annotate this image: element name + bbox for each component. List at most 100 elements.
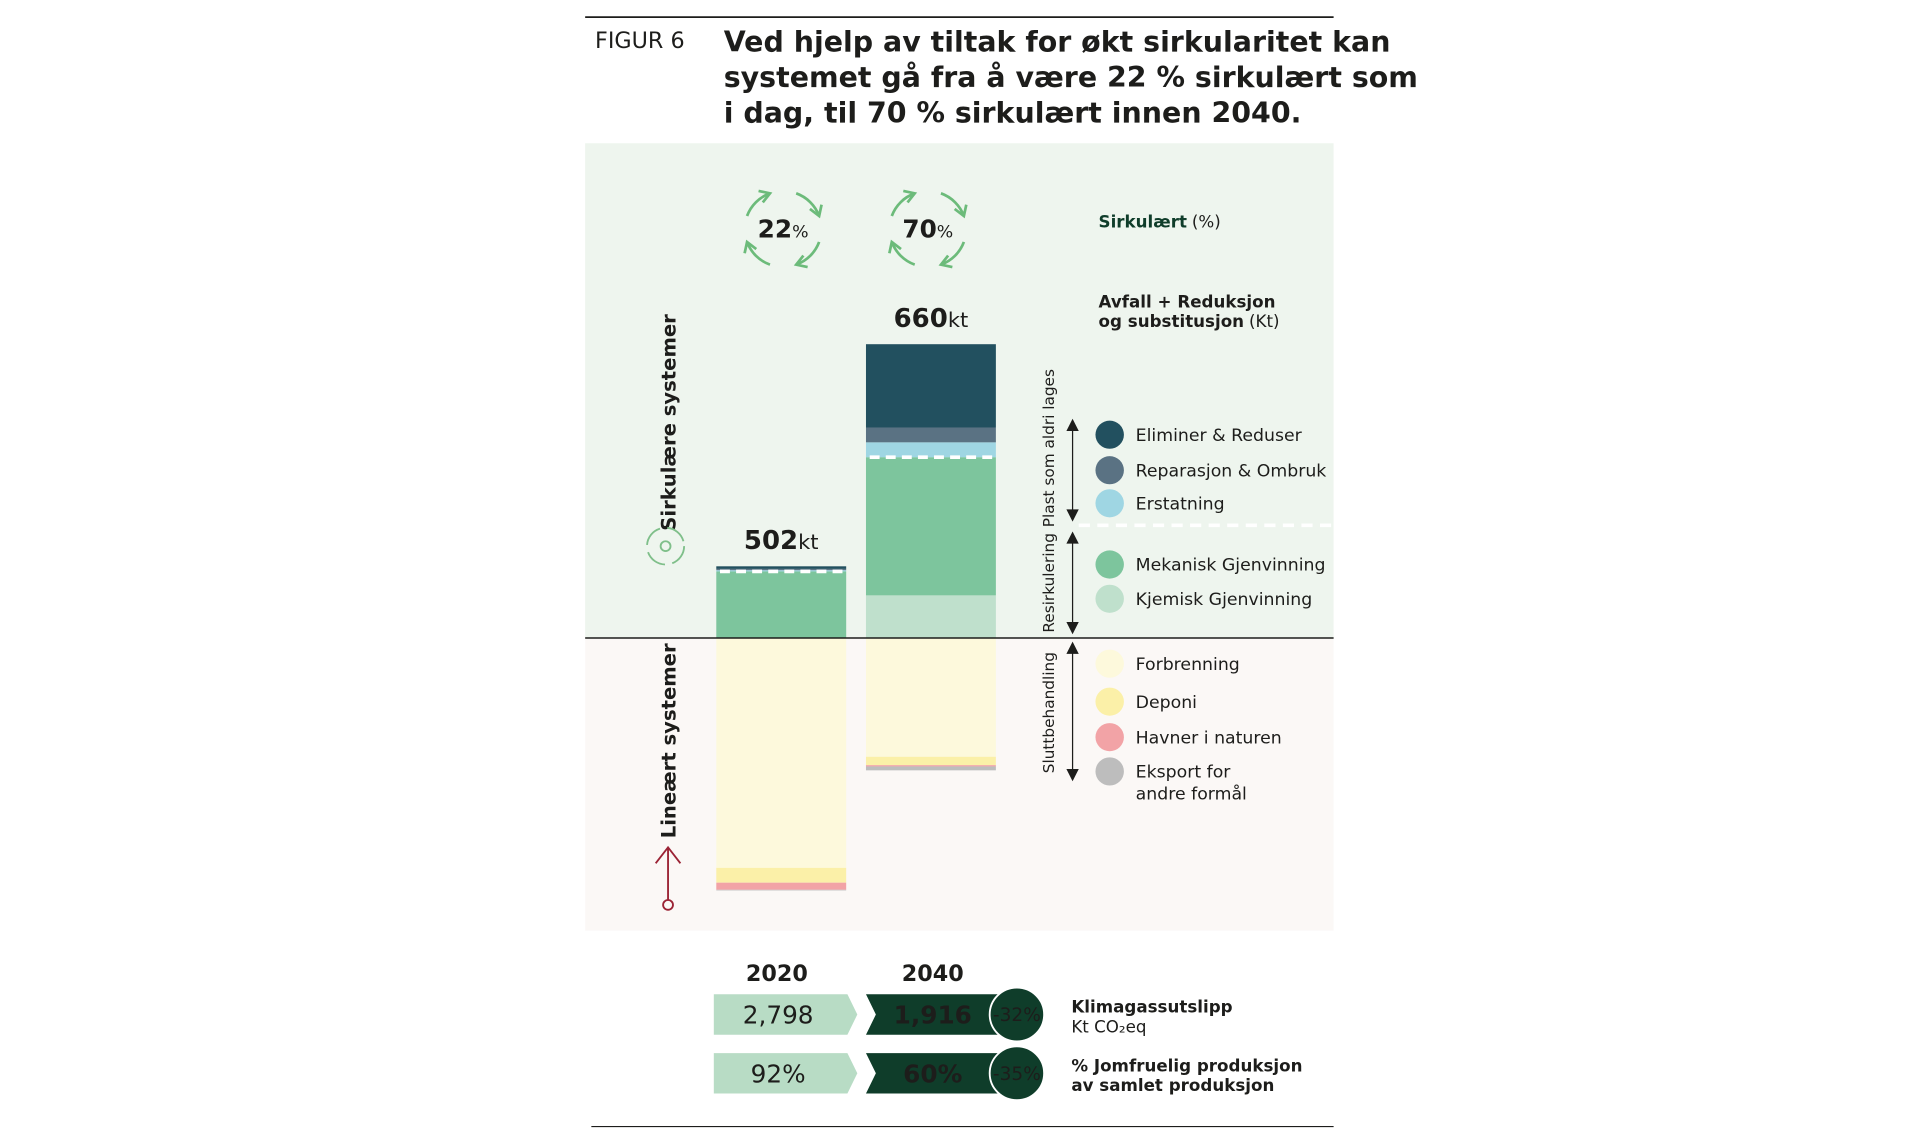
chart-title: i dag, til 70 % sirkulært innen 2040. [724,97,1302,130]
bar-segment [716,570,847,572]
cycle-arrow [938,254,953,269]
total-unit: kt [948,308,968,332]
legend-label: Deponi [1136,693,1197,713]
bar-segment [716,568,847,571]
legend-title-unit: (Kt) [1249,312,1280,331]
bar-segment [865,457,996,596]
metric-box-2020 [713,1053,858,1094]
metric-value: 92% [751,1060,806,1089]
bar-segment [865,344,996,428]
circular-percent: 22% [758,215,809,244]
legend-swatch [1095,456,1124,485]
percent-value: 70 [902,215,936,244]
legend-swatch [1095,723,1124,752]
legend-swatch [1095,550,1124,579]
bar-segment [865,766,996,771]
metric-label: Kt CO₂eq [1071,1017,1146,1036]
bracket-arrow [1066,418,1079,522]
change-label: -35% [993,1064,1041,1085]
change-badge [988,1045,1046,1102]
cycle-arrow [953,204,968,219]
circular-percent: 70% [902,215,953,244]
legend-label: Havner i naturen [1136,728,1282,748]
metric-label: Klimagassutslipp [1071,998,1232,1017]
legend-label: Erstatning [1136,494,1225,514]
metric-value: 60% [903,1060,962,1089]
group-label: Resirkulering [1040,533,1058,633]
section-label: Sirkulære systemer [657,314,680,531]
bar-segment [716,882,847,890]
bar-segment [716,571,847,638]
legend-label: Eliminer & Reduser [1136,426,1303,446]
bar-segment [865,637,996,757]
legend-swatch [1095,420,1124,449]
figure-label: FIGUR 6 [595,28,685,54]
total-value: 502 [744,526,798,556]
legend-swatch [1095,687,1124,716]
bar-segment [716,889,847,891]
percent-value: 22 [758,215,792,244]
circular-header-label: Sirkulært [1099,213,1187,232]
legend-label: Mekanisk Gjenvinning [1136,556,1326,576]
metric-label: % Jomfruelig produksjon [1071,1057,1302,1076]
change-label: -32% [993,1005,1041,1026]
bar-segment [865,765,996,767]
total-value: 660 [894,304,948,334]
percent-sign: % [937,223,953,243]
metric-box-2040 [865,994,1010,1035]
linear-icon-dot [662,899,674,911]
total-label: 660kt [894,304,969,334]
circular-header: Sirkulært (%) [1099,213,1221,232]
bar-segment [865,442,996,458]
cycle-icon [646,526,686,566]
total-label: 502kt [744,526,819,556]
bar-segment [716,867,847,883]
legend-title-line: og substitusjon [1099,312,1245,331]
legend-title-line: Avfall + Reduksjon [1099,292,1276,311]
legend-swatch [1095,649,1124,678]
legend-swatch [1095,584,1124,613]
change-badge [988,986,1046,1043]
cycle-arrow [743,239,758,254]
percent-sign: % [792,223,808,243]
section-label: Lineært systemer [657,643,680,838]
metric-label: av samlet produksjon [1071,1076,1274,1095]
linear-icon [654,845,682,901]
legend-label: Reparasjon & Ombruk [1136,461,1327,481]
chart-title: systemet gå fra å være 22 % sirkulært so… [724,61,1418,94]
cycle-arrow [793,254,808,269]
cycle-arrow [888,239,902,254]
group-label: Sluttbehandling [1040,652,1058,773]
bar-segment [865,595,996,638]
metric-box-2040 [865,1053,1010,1094]
metric-box-2020 [713,994,858,1035]
bar-segment [716,637,847,868]
metric-value: 2,798 [743,1001,814,1030]
group-label: Plast som aldri lages [1040,369,1058,527]
cycle-arrow [809,204,823,219]
bracket-arrow [1066,531,1079,635]
chart-title: Ved hjelp av tiltak for økt sirkularitet… [724,26,1391,59]
circular-header-unit: (%) [1192,213,1221,232]
metric-value: 1,916 [894,1001,972,1030]
legend-label-line: andre formål [1136,784,1247,805]
legend-label: Forbrenning [1136,655,1240,675]
legend-label: Kjemisk Gjenvinning [1136,590,1313,610]
total-unit: kt [798,530,818,554]
legend-title: Avfall + Reduksjon [1099,292,1276,311]
bar-segment [865,427,996,443]
year-label: 2040 [902,961,964,987]
cycle-arrow [758,189,773,204]
year-label: 2020 [746,961,808,987]
cycle-icon-dot [659,540,672,552]
legend-swatch [1095,757,1124,786]
legend-label-line: Eksport for [1136,763,1232,783]
cycle-arrow [903,189,918,204]
legend-swatch [1095,489,1124,518]
legend-label: Eksport for andre formål [1136,763,1247,805]
legend-title: og substitusjon (Kt) [1099,312,1280,331]
bar-segment [716,566,847,569]
bar-segment [865,756,996,766]
